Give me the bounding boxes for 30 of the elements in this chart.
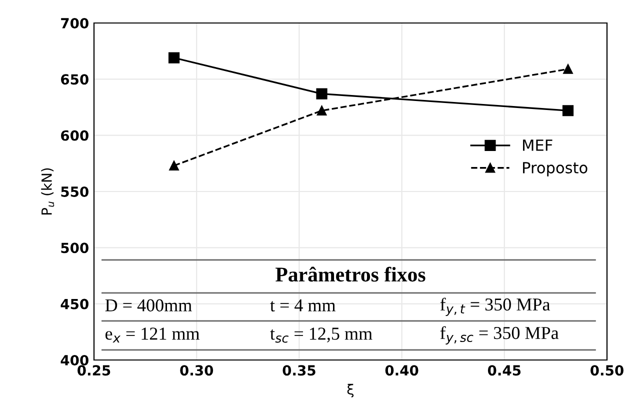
annotation: f$_{y,sc}$ = 350 MPa [440, 326, 559, 344]
point [316, 106, 327, 116]
y-tick-label: 400 [60, 354, 88, 366]
x-tick-label: 0.45 [488, 365, 521, 376]
y-tick-label: 650 [61, 74, 88, 85]
annotation: D = 400mm [105, 299, 192, 312]
annotation: t = 4 mm [270, 299, 336, 312]
y-axis-title: P$_{u}$ (kN) [41, 168, 54, 215]
y-tick-label: 500 [61, 242, 88, 254]
y-tick-label: 550 [61, 186, 88, 197]
annotation: f$_{y,t}$ = 350 MPa [440, 298, 550, 316]
legend-label: MEF [523, 140, 552, 151]
point [316, 88, 328, 100]
point [562, 105, 574, 116]
x-tick-label: 0.35 [282, 365, 316, 376]
point [168, 52, 180, 64]
y-tick-label: 600 [61, 130, 88, 141]
y-tick-label: 700 [61, 18, 88, 28]
point [169, 160, 179, 171]
point [563, 64, 573, 74]
x-axis-title: ξ [347, 384, 354, 398]
y-tick-label: 450 [60, 298, 88, 310]
annotation: t$_{sc}$ = 12,5 mm [270, 328, 372, 343]
x-tick-label: 0.30 [180, 365, 214, 376]
x-tick-label: 0.50 [590, 365, 624, 376]
x-tick-label: 0.25 [78, 365, 110, 376]
x-tick-label: 0.40 [385, 365, 418, 376]
annotation: e$_{x}$ = 121 mm [105, 328, 200, 343]
annotation: Parâmetros fixos [276, 266, 426, 282]
legend-label: Proposto [523, 162, 588, 176]
